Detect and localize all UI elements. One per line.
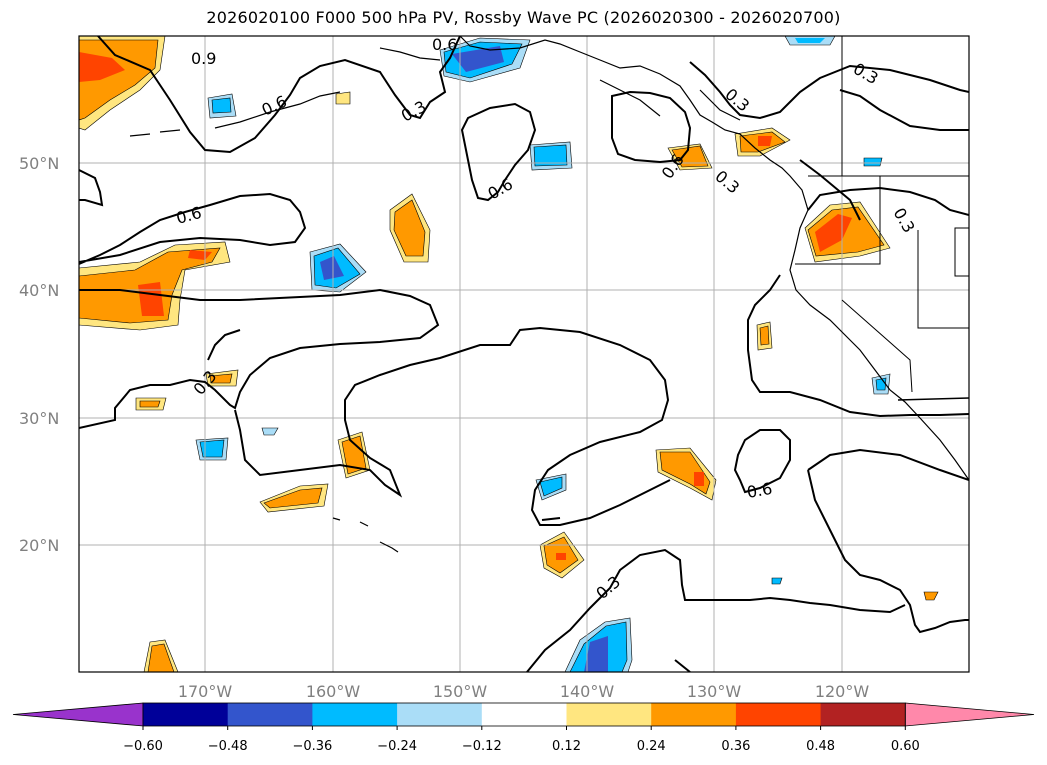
pv-contours — [79, 36, 969, 672]
contour-label: 0.6 — [432, 35, 457, 54]
lat-label: 20°N — [19, 536, 59, 555]
coastlines — [129, 36, 969, 553]
colorbar-tick-label: 0.48 — [806, 739, 835, 754]
colorbar-segment — [820, 703, 906, 726]
contour-label: 0.6 — [745, 479, 773, 502]
lon-label: 170°W — [178, 682, 233, 701]
lon-label: 130°W — [687, 682, 742, 701]
contour-label: 0.9 — [191, 49, 216, 68]
colorbar-segment — [143, 703, 229, 726]
colorbar-segment — [312, 703, 398, 726]
colorbar-segment — [227, 703, 313, 726]
pv-anomaly-fills — [79, 36, 939, 672]
contour-label: 0.6 — [259, 92, 290, 120]
map-gridlines — [79, 36, 969, 672]
colorbar-tick-label: 0.24 — [637, 739, 666, 754]
lon-label: 160°W — [306, 682, 361, 701]
colorbar-tick-label: 0.60 — [891, 739, 920, 754]
colorbar — [12, 702, 1035, 727]
contour-label: 0.6 — [174, 203, 204, 228]
colorbar-segment — [566, 703, 652, 726]
contour-label: 0.3 — [890, 205, 919, 237]
contour-labels: 0.9 0.6 0.6 0.3 0.3 0.6 0.6 0.3 0.6 0.3 … — [174, 35, 919, 603]
lon-label: 150°W — [433, 682, 488, 701]
colorbar-ticks: −0.60 −0.48 −0.36 −0.24 −0.12 0.12 0.24 0.36 0.4… — [123, 726, 920, 754]
contour-label: 0.3 — [592, 572, 624, 603]
borders — [795, 36, 969, 401]
latitude-labels: 50°N 40°N 30°N 20°N — [19, 154, 59, 555]
lat-label: 50°N — [19, 154, 59, 173]
colorbar-segment — [651, 703, 737, 726]
colorbar-segment — [481, 703, 567, 726]
colorbar-extend-high — [904, 702, 1035, 727]
colorbar-segment — [397, 703, 483, 726]
contour-label: 0.3 — [190, 367, 221, 399]
colorbar-tick-label: −0.24 — [377, 739, 417, 754]
map-title: 2026020100 F000 500 hPa PV, Rossby Wave … — [206, 8, 841, 27]
colorbar-tick-label: −0.48 — [208, 739, 248, 754]
contour-label: 0.3 — [850, 59, 882, 88]
lat-label: 40°N — [19, 281, 59, 300]
lat-label: 30°N — [19, 409, 59, 428]
colorbar-tick-label: −0.60 — [123, 739, 163, 754]
map-frame — [78, 35, 970, 673]
colorbar-outline — [142, 702, 906, 727]
colorbar-segment — [735, 703, 822, 726]
longitude-labels: 170°W 160°W 150°W 140°W 130°W 120°W — [178, 682, 870, 701]
contour-label: 0.3 — [711, 167, 743, 198]
colorbar-tick-label: −0.12 — [462, 739, 502, 754]
contour-label: 0.3 — [721, 85, 753, 116]
lon-label: 120°W — [815, 682, 870, 701]
colorbar-tick-label: 0.12 — [552, 739, 581, 754]
colorbar-tick-label: 0.36 — [721, 739, 750, 754]
lon-label: 140°W — [560, 682, 615, 701]
contour-label: 0.3 — [398, 97, 429, 126]
colorbar-extend-low — [12, 702, 144, 727]
colorbar-tick-label: −0.36 — [292, 739, 332, 754]
